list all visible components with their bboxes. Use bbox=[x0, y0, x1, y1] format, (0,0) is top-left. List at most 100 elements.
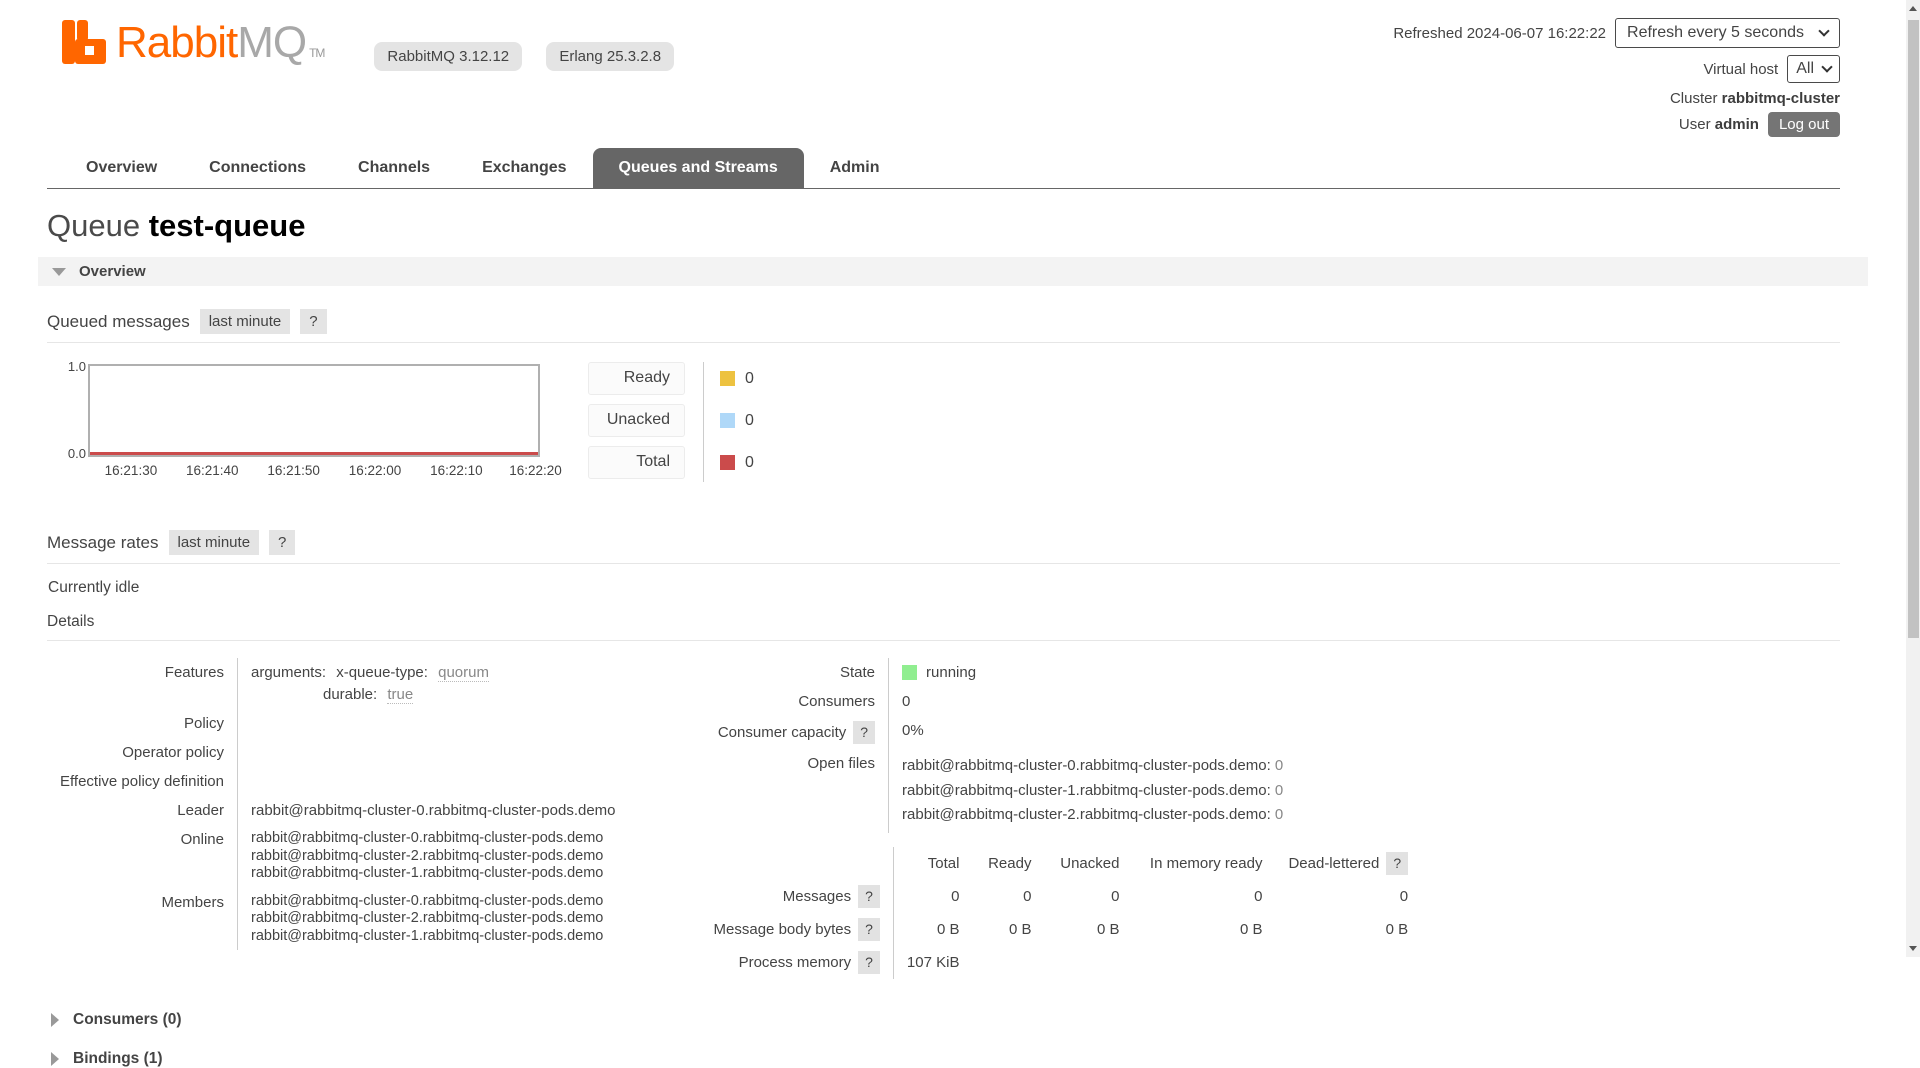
message-body-bytes-row: Message body bytes? 0 B 0 B 0 B 0 B 0 B bbox=[700, 912, 1422, 946]
consumers-value: 0 bbox=[902, 693, 911, 710]
consumer-capacity-value: 0% bbox=[902, 722, 924, 739]
chevron-down-icon bbox=[1818, 25, 1830, 37]
cluster-label: Cluster rabbitmq-cluster bbox=[1669, 90, 1840, 107]
scroll-up-arrow-icon[interactable] bbox=[1909, 6, 1917, 11]
refresh-interval-value: Refresh every 5 seconds bbox=[1627, 24, 1804, 41]
tab-exchanges[interactable]: Exchanges bbox=[482, 159, 567, 176]
legend-value-unacked: 0 bbox=[720, 404, 754, 437]
state-label: State bbox=[700, 658, 890, 687]
feature-arguments: arguments: x-queue-type: quorum bbox=[250, 664, 489, 682]
operator-policy-value bbox=[237, 738, 628, 767]
refresh-interval-select[interactable]: Refresh every 5 seconds bbox=[1615, 18, 1840, 48]
section-overview-toggle[interactable]: Overview bbox=[38, 257, 1868, 286]
consumers-label: Consumers bbox=[700, 687, 890, 716]
y-axis-tick-min: 0.0 bbox=[67, 446, 86, 461]
tab-channels[interactable]: Channels bbox=[358, 159, 431, 176]
cluster-name: rabbitmq-cluster bbox=[1721, 90, 1840, 107]
tab-connections[interactable]: Connections bbox=[209, 159, 307, 176]
chevron-down-icon bbox=[1821, 61, 1833, 73]
queue-name: test-queue bbox=[148, 208, 306, 243]
total-swatch-icon bbox=[720, 455, 735, 470]
message-rates-title: Message rates bbox=[47, 532, 159, 552]
open-files-values: rabbit@rabbitmq-cluster-0.rabbitmq-clust… bbox=[902, 757, 1284, 823]
messages-help-icon[interactable]: ? bbox=[858, 884, 880, 908]
dead-lettered-help-icon[interactable]: ? bbox=[1386, 851, 1409, 875]
trademark-mark: TM bbox=[309, 46, 325, 60]
logout-button[interactable]: Log out bbox=[1767, 112, 1840, 137]
open-files-label: Open files bbox=[700, 749, 890, 833]
triangle-right-icon bbox=[51, 1012, 59, 1027]
legend-label-ready: Ready bbox=[588, 362, 685, 395]
total-series-line bbox=[90, 452, 538, 455]
section-bindings-toggle[interactable]: Bindings (1) bbox=[51, 1050, 1840, 1068]
online-nodes: rabbit@rabbitmq-cluster-0.rabbitmq-clust… bbox=[250, 830, 604, 881]
process-memory-row: Process memory? 107 KiB bbox=[700, 945, 1422, 979]
section-consumers-toggle[interactable]: Consumers (0) bbox=[51, 1011, 1840, 1029]
legend-label-unacked: Unacked bbox=[588, 404, 685, 437]
features-label: Features bbox=[47, 658, 238, 709]
rabbitmq-logo-icon bbox=[60, 16, 108, 70]
ready-swatch-icon bbox=[720, 371, 735, 386]
virtual-host-value: All bbox=[1796, 60, 1814, 77]
message-rates-range-selector[interactable]: last minute bbox=[168, 530, 260, 555]
details-right-table: State running Consumers 0 Consumer capac… bbox=[700, 658, 1297, 833]
queued-messages-help-icon[interactable]: ? bbox=[300, 309, 327, 334]
main-nav-tabs: Overview Connections Channels Exchanges … bbox=[47, 148, 1840, 189]
members-label: Members bbox=[47, 887, 238, 950]
message-body-bytes-help-icon[interactable]: ? bbox=[858, 917, 880, 941]
scroll-down-arrow-icon[interactable] bbox=[1909, 946, 1917, 951]
message-rates-help-icon[interactable]: ? bbox=[269, 530, 296, 555]
rabbitmq-logo[interactable]: RabbitMQ TM bbox=[60, 16, 325, 70]
version-badges: RabbitMQ 3.12.12 Erlang 25.3.2.8 bbox=[354, 42, 675, 71]
virtual-host-label: Virtual host bbox=[1703, 60, 1779, 78]
queued-messages-title: Queued messages bbox=[47, 311, 190, 331]
details-section: Features arguments: x-queue-type: quorum… bbox=[47, 658, 1840, 979]
message-rates-header: Message rates last minute ? bbox=[47, 530, 1840, 564]
leader-label: Leader bbox=[47, 796, 238, 825]
consumer-capacity-label: Consumer capacity? bbox=[700, 716, 890, 749]
chart-legend: Ready Unacked Total 0 0 0 bbox=[588, 362, 754, 488]
messages-stats-table: Total Ready Unacked In memory ready Dead… bbox=[700, 846, 1422, 979]
process-memory-help-icon[interactable]: ? bbox=[858, 950, 880, 974]
policy-label: Policy bbox=[47, 709, 238, 738]
section-bindings-label: Bindings (1) bbox=[73, 1049, 163, 1067]
page-title: Queue test-queue bbox=[47, 208, 306, 243]
stats-header-row: Total Ready Unacked In memory ready Dead… bbox=[700, 846, 1422, 880]
legend-label-total: Total bbox=[588, 446, 685, 479]
user-name: admin bbox=[1714, 116, 1759, 133]
top-bar: RabbitMQ TM RabbitMQ 3.12.12 Erlang 25.3.… bbox=[47, 0, 1840, 144]
policy-value bbox=[237, 709, 628, 738]
tab-admin[interactable]: Admin bbox=[829, 159, 880, 176]
queued-messages-range-selector[interactable]: last minute bbox=[199, 309, 291, 334]
virtual-host-select[interactable]: All bbox=[1787, 55, 1840, 83]
erlang-version-badge: Erlang 25.3.2.8 bbox=[546, 42, 675, 71]
details-title: Details bbox=[47, 613, 95, 630]
tab-overview[interactable]: Overview bbox=[86, 159, 158, 176]
scrollbar-thumb[interactable] bbox=[1907, 20, 1919, 638]
vertical-scrollbar[interactable] bbox=[1906, 0, 1920, 957]
effective-policy-value bbox=[237, 767, 628, 796]
message-rates-status: Currently idle bbox=[48, 579, 140, 596]
queued-messages-chart-block: 1.0 0.0 16:21:30 16:21:40 16:21:50 16:22… bbox=[60, 359, 1840, 488]
details-left-table: Features arguments: x-queue-type: quorum… bbox=[47, 658, 629, 950]
refreshed-timestamp: Refreshed 2024-06-07 16:22:22 bbox=[1393, 24, 1607, 42]
legend-value-total: 0 bbox=[720, 446, 754, 479]
state-value: running bbox=[902, 663, 1283, 682]
durable-value: true bbox=[387, 686, 414, 704]
queue-type-value: quorum bbox=[438, 664, 489, 682]
y-axis-tick-max: 1.0 bbox=[67, 359, 86, 374]
tab-queues-and-streams[interactable]: Queues and Streams bbox=[592, 148, 804, 188]
consumer-capacity-help-icon[interactable]: ? bbox=[853, 721, 876, 744]
messages-row: Messages? 0 0 0 0 0 bbox=[700, 879, 1422, 913]
section-consumers-label: Consumers (0) bbox=[73, 1010, 182, 1028]
leader-node: rabbit@rabbitmq-cluster-0.rabbitmq-clust… bbox=[250, 802, 616, 819]
details-header: Details bbox=[47, 613, 1840, 641]
x-axis-ticks: 16:21:30 16:21:40 16:21:50 16:22:00 16:2… bbox=[104, 463, 562, 478]
legend-divider bbox=[703, 362, 704, 482]
queued-messages-header: Queued messages last minute ? bbox=[47, 309, 1840, 343]
triangle-right-icon bbox=[51, 1051, 59, 1066]
online-label: Online bbox=[47, 825, 238, 888]
section-overview-label: Overview bbox=[79, 263, 146, 280]
user-label: User admin bbox=[1678, 116, 1759, 133]
